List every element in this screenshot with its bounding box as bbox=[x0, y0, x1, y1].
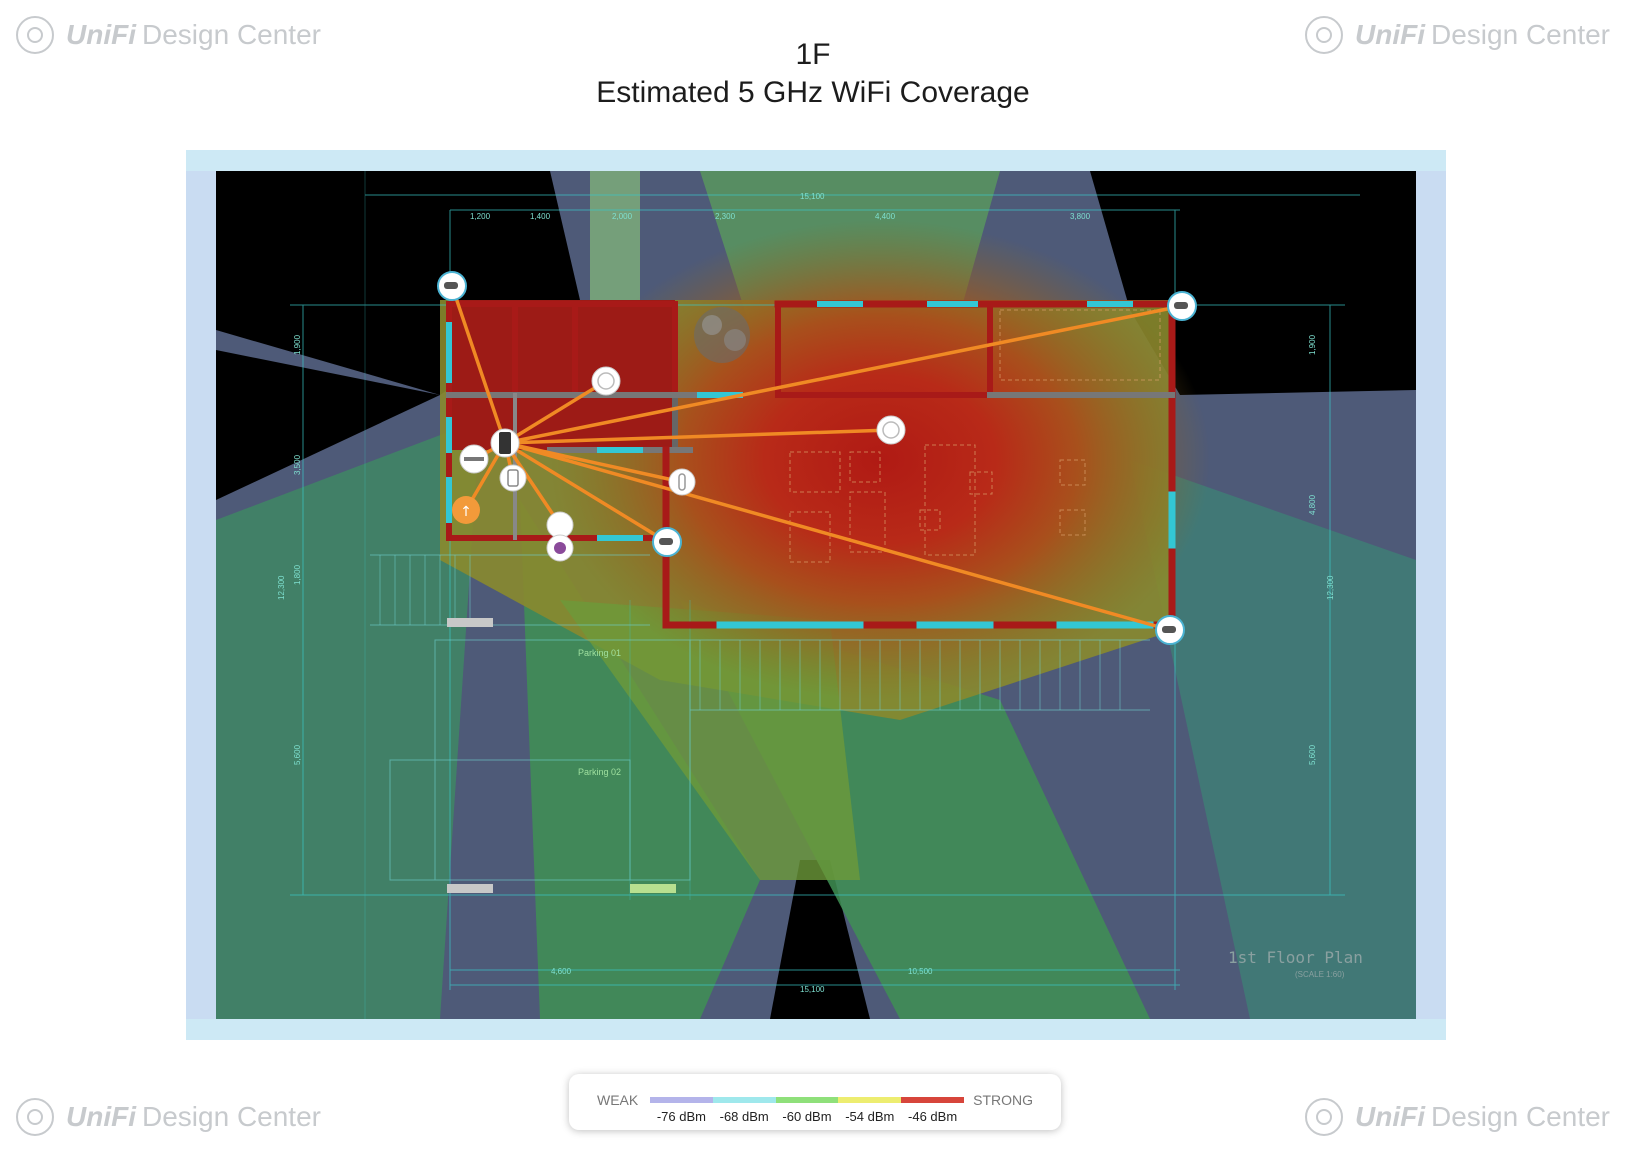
coverage-beam bbox=[1130, 460, 1416, 1019]
page-title: 1F Estimated 5 GHz WiFi Coverage bbox=[0, 36, 1626, 112]
legend-level: -76 dBm bbox=[656, 1109, 706, 1124]
room-label: Parking 01 bbox=[578, 648, 621, 658]
switch-bar-icon[interactable] bbox=[459, 444, 489, 474]
watermark-product: Design Center bbox=[1431, 1101, 1610, 1132]
dim-bottom-label: 10,500 bbox=[908, 967, 933, 976]
watermark-bottom-right: UniFi Design Center bbox=[1305, 1098, 1610, 1136]
watermark-brand: UniFi bbox=[1355, 19, 1426, 50]
dim-right-label: 5,600 bbox=[1308, 744, 1317, 765]
dim-left-label: 1,800 bbox=[293, 564, 302, 585]
plant-icon bbox=[694, 307, 750, 363]
camera-icon[interactable] bbox=[652, 527, 682, 557]
strong-coverage-room bbox=[450, 300, 675, 450]
floor-name: 1F bbox=[795, 38, 831, 71]
dim-bottom-label: 15,100 bbox=[800, 985, 825, 994]
smart-speaker-icon[interactable] bbox=[546, 534, 574, 562]
watermark-bottom-left: UniFi Design Center bbox=[16, 1098, 321, 1136]
camera-icon[interactable] bbox=[1155, 615, 1185, 645]
dimension-labels: 15,100 1,200 1,400 2,000 2,300 4,400 3,8… bbox=[277, 192, 1335, 994]
parking-bumper bbox=[447, 618, 493, 627]
coverage-subtitle: Estimated 5 GHz WiFi Coverage bbox=[596, 76, 1030, 109]
watermark-product: Design Center bbox=[142, 1101, 321, 1132]
dim-top-label: 15,100 bbox=[800, 192, 825, 201]
unifi-logo-icon bbox=[16, 16, 54, 54]
coverage-beam bbox=[590, 171, 640, 300]
watermark-product: Design Center bbox=[1431, 19, 1610, 50]
dim-top-label: 2,300 bbox=[715, 212, 736, 221]
legend-level: -46 dBm bbox=[908, 1109, 958, 1124]
access-point-icon[interactable] bbox=[876, 415, 906, 445]
watermark-product: Design Center bbox=[142, 19, 321, 50]
plan-title: 1st Floor Plan bbox=[1228, 948, 1363, 967]
dim-left-label: 5,600 bbox=[293, 744, 302, 765]
legend-color-bar bbox=[650, 1097, 964, 1103]
svg-text:↑: ↑ bbox=[460, 504, 472, 520]
network-switch-icon[interactable] bbox=[490, 428, 520, 458]
dim-right-label: 1,900 bbox=[1308, 334, 1317, 355]
furniture-outlines bbox=[789, 309, 1161, 563]
dim-top-label: 1,400 bbox=[530, 212, 551, 221]
camera-icon[interactable] bbox=[437, 271, 467, 301]
dim-right-label: 12,300 bbox=[1326, 575, 1335, 600]
legend-levels: -76 dBm -68 dBm -60 dBm -54 dBm -46 dBm bbox=[650, 1109, 964, 1124]
outer-halo-top bbox=[186, 150, 1446, 171]
controller-icon[interactable] bbox=[499, 464, 527, 492]
uplink-icon[interactable]: ↑ bbox=[452, 496, 480, 524]
watermark-brand: UniFi bbox=[66, 1101, 136, 1132]
access-point-icon[interactable] bbox=[591, 366, 621, 396]
legend-weak-label: WEAK bbox=[597, 1092, 639, 1108]
doorbell-icon[interactable] bbox=[668, 468, 696, 496]
dim-top-label: 4,400 bbox=[875, 212, 896, 221]
unifi-logo-icon bbox=[16, 1098, 54, 1136]
legend-level: -68 dBm bbox=[719, 1109, 769, 1124]
dim-left-label: 3,500 bbox=[293, 454, 302, 475]
outer-halo-bottom bbox=[186, 1019, 1446, 1040]
parking-bumper bbox=[630, 884, 676, 893]
legend-strong-label: STRONG bbox=[973, 1092, 1033, 1108]
dim-left-label: 1,900 bbox=[293, 334, 302, 355]
legend-swatch bbox=[838, 1097, 902, 1103]
coverage-beam bbox=[216, 420, 480, 1019]
signal-legend: WEAK -76 dBm -68 dBm -60 dBm -54 dBm -46… bbox=[569, 1074, 1061, 1130]
watermark-brand: UniFi bbox=[1355, 1101, 1426, 1132]
dim-top-label: 2,000 bbox=[612, 212, 633, 221]
unifi-logo-icon bbox=[1305, 1098, 1344, 1136]
legend-level: -60 dBm bbox=[782, 1109, 832, 1124]
dead-zone bbox=[216, 350, 440, 500]
watermark-top-right: UniFi Design Center bbox=[1305, 16, 1610, 54]
legend-swatch bbox=[712, 1097, 776, 1103]
dim-left-label: 12,300 bbox=[277, 575, 286, 600]
dim-top-label: 1,200 bbox=[470, 212, 491, 221]
legend-swatch bbox=[901, 1097, 964, 1103]
unifi-logo-icon bbox=[1305, 16, 1344, 54]
legend-swatch bbox=[650, 1097, 713, 1103]
camera-icon[interactable] bbox=[1167, 291, 1197, 321]
legend-level: -54 dBm bbox=[845, 1109, 895, 1124]
stair-treads bbox=[379, 555, 1121, 710]
room-label: Parking 02 bbox=[578, 767, 621, 777]
dim-bottom-label: 4,600 bbox=[551, 967, 572, 976]
dead-zone bbox=[770, 860, 870, 1019]
watermark-brand: UniFi bbox=[66, 19, 136, 50]
dim-top-label: 3,800 bbox=[1070, 212, 1091, 221]
dim-right-label: 4,800 bbox=[1308, 494, 1317, 515]
parking-bumper bbox=[447, 884, 493, 893]
plan-scale: (SCALE 1:60) bbox=[1295, 970, 1345, 979]
sensor-icon[interactable] bbox=[546, 511, 574, 539]
legend-swatch bbox=[775, 1097, 839, 1103]
watermark-top-left: UniFi Design Center bbox=[16, 16, 321, 54]
